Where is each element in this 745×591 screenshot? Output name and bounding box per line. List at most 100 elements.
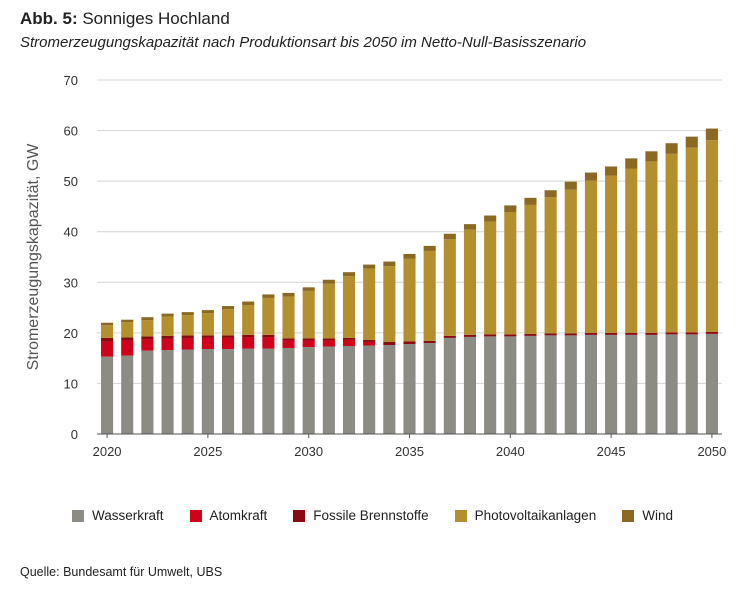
bar-wind-2024 (181, 312, 194, 316)
legend-swatch (293, 509, 306, 522)
x-tick-label: 2040 (496, 444, 525, 459)
chart-legend: Wasserkraft Atomkraft Fossile Brennstoffe P… (0, 508, 745, 523)
bar-photovoltaikanlagen-2036 (423, 250, 436, 341)
bar-fossile-brennstoffe-2031 (322, 338, 335, 341)
bar-fossile-brennstoffe-2039 (484, 334, 497, 337)
bar-fossile-brennstoffe-2050 (705, 331, 718, 334)
x-tick-label: 2050 (697, 444, 726, 459)
bar-atomkraft-2032 (342, 339, 356, 347)
bar-photovoltaikanlagen-2023 (161, 316, 174, 336)
bar-wasserkraft-2024 (181, 349, 194, 434)
bar-wind-2029 (282, 292, 295, 297)
bar-photovoltaikanlagen-2027 (242, 305, 255, 335)
bar-wind-2047 (645, 151, 658, 162)
bar-wind-2037 (443, 233, 456, 240)
bar-photovoltaikanlagen-2041 (524, 204, 537, 334)
bar-wind-2030 (302, 287, 315, 291)
bar-wind-2036 (423, 245, 436, 251)
legend-label: Wind (642, 508, 673, 523)
bar-fossile-brennstoffe-2026 (222, 335, 235, 338)
source-note: Quelle: Bundesamt für Umwelt, UBS (20, 565, 223, 579)
bar-photovoltaikanlagen-2040 (504, 211, 517, 335)
bar-photovoltaikanlagen-2028 (262, 297, 275, 335)
bar-photovoltaikanlagen-2021 (121, 322, 134, 338)
figure-title: Abb. 5: Sonniges Hochland (20, 9, 230, 29)
bar-wasserkraft-2043 (564, 335, 577, 434)
bar-atomkraft-2030 (302, 340, 315, 348)
bar-wind-2042 (544, 190, 557, 198)
bar-wind-2048 (665, 143, 678, 154)
x-tick-label: 2030 (294, 444, 323, 459)
bar-wind-2043 (564, 181, 577, 190)
y-tick-label: 0 (71, 427, 78, 442)
x-tick-label: 2020 (93, 444, 122, 459)
bar-photovoltaikanlagen-2034 (383, 266, 396, 342)
legend-label: Fossile Brennstoffe (313, 508, 429, 523)
bar-fossile-brennstoffe-2044 (584, 332, 597, 335)
bar-fossile-brennstoffe-2043 (564, 333, 577, 336)
x-tick-label: 2025 (193, 444, 222, 459)
bar-wasserkraft-2036 (423, 342, 436, 434)
bar-photovoltaikanlagen-2033 (363, 268, 376, 340)
bar-wasserkraft-2048 (665, 334, 678, 434)
bar-photovoltaikanlagen-2037 (443, 239, 456, 336)
bar-fossile-brennstoffe-2029 (282, 338, 295, 341)
bar-photovoltaikanlagen-2039 (484, 221, 497, 335)
y-tick-label: 40 (64, 225, 78, 240)
bar-fossile-brennstoffe-2046 (625, 332, 638, 335)
bar-wind-2034 (383, 261, 396, 267)
bar-photovoltaikanlagen-2042 (544, 197, 557, 334)
y-tick-label: 10 (64, 376, 78, 391)
bar-atomkraft-2022 (141, 339, 154, 351)
bar-atomkraft-2031 (322, 340, 335, 347)
bar-photovoltaikanlagen-2031 (322, 283, 335, 339)
legend-label: Wasserkraft (92, 508, 164, 523)
legend-label: Atomkraft (209, 508, 268, 523)
bar-wasserkraft-2022 (141, 350, 154, 434)
bars (101, 128, 718, 434)
bar-wind-2023 (161, 313, 174, 317)
bar-wasserkraft-2021 (121, 355, 134, 434)
bar-atomkraft-2025 (201, 337, 214, 350)
bar-fossile-brennstoffe-2033 (363, 339, 376, 342)
bar-photovoltaikanlagen-2043 (564, 189, 577, 334)
bar-wind-2041 (524, 197, 537, 205)
bar-wasserkraft-2027 (242, 348, 255, 434)
legend-item-fossile-brennstoffe: Fossile Brennstoffe (293, 508, 429, 523)
bar-fossile-brennstoffe-2045 (605, 332, 618, 335)
bar-fossile-brennstoffe-2034 (383, 341, 396, 345)
bar-wasserkraft-2032 (342, 346, 356, 434)
bar-wind-2050 (705, 128, 718, 141)
bar-wind-2033 (363, 264, 376, 269)
bar-wasserkraft-2049 (685, 334, 698, 434)
bar-photovoltaikanlagen-2050 (705, 140, 718, 332)
bar-atomkraft-2027 (242, 337, 255, 349)
bar-wind-2031 (322, 279, 335, 284)
bar-atomkraft-2020 (101, 341, 114, 357)
bar-wasserkraft-2035 (403, 343, 416, 434)
bar-fossile-brennstoffe-2028 (262, 334, 275, 338)
bar-wasserkraft-2038 (463, 336, 477, 434)
bar-fossile-brennstoffe-2042 (544, 333, 557, 336)
legend-swatch (189, 509, 202, 522)
bar-fossile-brennstoffe-2041 (524, 333, 537, 336)
bar-fossile-brennstoffe-2040 (504, 334, 517, 337)
legend-swatch (622, 509, 635, 522)
bar-wind-2028 (262, 294, 275, 298)
bar-wind-2021 (121, 319, 134, 323)
bar-wind-2020 (101, 322, 114, 326)
bar-photovoltaikanlagen-2029 (282, 296, 295, 339)
bar-wind-2038 (463, 224, 477, 230)
bar-wind-2049 (685, 136, 698, 148)
bar-fossile-brennstoffe-2022 (141, 336, 154, 340)
bar-fossile-brennstoffe-2021 (121, 337, 134, 341)
figure-title-text: Sonniges Hochland (82, 9, 230, 28)
legend-item-atomkraft: Atomkraft (189, 508, 268, 523)
legend-item-wind: Wind (622, 508, 673, 523)
bar-fossile-brennstoffe-2048 (665, 332, 678, 335)
legend-label: Photovoltaikanlagen (474, 508, 597, 523)
figure-label: Abb. 5: (20, 9, 78, 28)
bar-wind-2032 (342, 272, 356, 277)
